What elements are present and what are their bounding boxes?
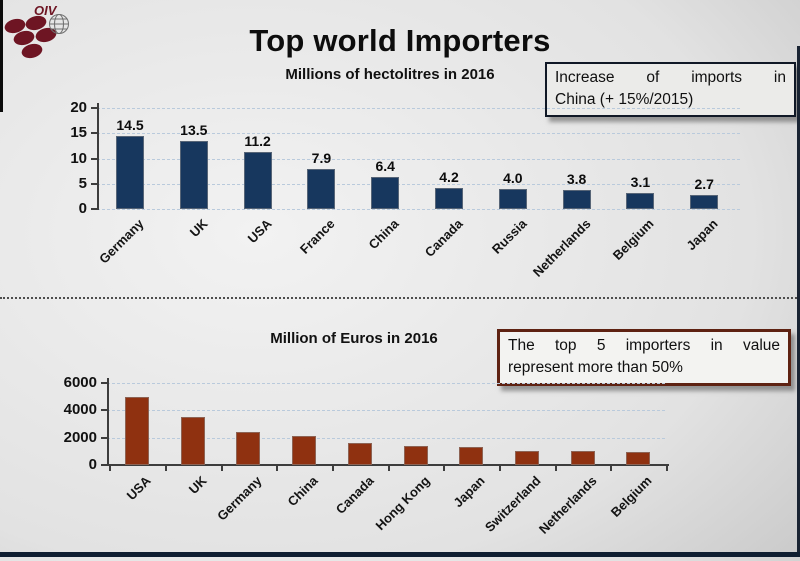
bar-value-label: 4.0 — [503, 170, 523, 186]
bar-germany — [236, 432, 261, 465]
chart-value-title: Million of Euros in 2016 — [270, 330, 438, 347]
y-axis-label: 4000 — [63, 401, 97, 419]
right-edge-strip — [797, 46, 800, 557]
y-axis-label: 10 — [70, 149, 87, 167]
volume-note-line-2: China (+ 15%/2015) — [555, 91, 694, 108]
bar-canada — [435, 188, 463, 209]
gridline — [107, 410, 667, 412]
gridline — [97, 108, 740, 109]
bar-china — [292, 436, 317, 465]
x-axis-tick — [554, 465, 557, 471]
bar-value-label: 3.8 — [566, 171, 587, 187]
y-axis-label: 2000 — [63, 428, 97, 446]
bar-value-label: 3.1 — [630, 174, 651, 190]
bar-germany — [116, 136, 144, 209]
globe-icon — [49, 14, 69, 34]
volume-note-line-1: Increase of imports in — [555, 69, 786, 86]
y-axis-tick — [101, 409, 107, 412]
bar-netherlands — [562, 190, 591, 209]
gridline — [97, 209, 740, 210]
y-axis-label: 15 — [70, 124, 87, 142]
chart-volume: 0 5 10 15 20 14.5 Germany 13.5 UK 11.2 USA 7.9 Franc… — [70, 99, 740, 280]
chart-volume-title: Millions of hectolitres in 2016 — [285, 66, 495, 83]
y-axis-tick — [91, 107, 97, 109]
page-title: Top world Importers — [249, 22, 551, 58]
bar-value-label: 4.2 — [439, 169, 459, 185]
x-axis-tick — [387, 465, 390, 471]
bar-japan — [459, 447, 484, 465]
oiv-logo: OIV — [4, 3, 69, 59]
grapes-icon — [4, 15, 57, 59]
x-axis-tick — [109, 465, 112, 471]
x-axis-tick — [666, 465, 669, 471]
y-axis-tick — [91, 208, 97, 210]
bar-france — [307, 169, 336, 209]
y-axis-label: 5 — [78, 174, 87, 192]
bar-value-label: 6.4 — [375, 158, 395, 174]
y-axis-line — [107, 378, 109, 466]
gridline — [97, 183, 740, 185]
bar-value-label: 7.9 — [311, 150, 332, 166]
volume-note-box: Increase of imports in China (+ 15%/2015… — [545, 62, 796, 117]
section-divider — [0, 297, 800, 299]
x-axis-tick — [499, 465, 502, 471]
oiv-logo-text: OIV — [34, 3, 58, 18]
x-axis-tick — [331, 465, 334, 471]
gridline — [107, 437, 667, 439]
bar-switzerland — [514, 451, 539, 465]
gridline — [97, 133, 740, 135]
bar-japan — [690, 195, 719, 209]
left-edge-strip — [0, 0, 3, 112]
bar-russia — [498, 189, 527, 209]
x-axis-tick — [220, 465, 223, 471]
bar-value-label: 14.5 — [116, 117, 144, 133]
bar-uk — [179, 141, 208, 209]
y-axis-label: 6000 — [63, 374, 97, 391]
y-axis-label: 20 — [70, 99, 87, 116]
y-axis-tick — [101, 382, 107, 384]
x-axis-tick — [276, 465, 279, 471]
y-axis-label: 0 — [78, 200, 87, 217]
y-axis-label: 0 — [88, 456, 97, 473]
bar-value-label: 13.5 — [180, 122, 208, 138]
x-axis-tick — [443, 465, 446, 471]
y-axis-tick — [91, 182, 97, 185]
gridline — [97, 158, 740, 160]
value-note-line-1: The top 5 importers in value — [508, 337, 780, 354]
value-note-box: The top 5 importers in value represent m… — [497, 329, 791, 386]
bar-value-label: 2.7 — [694, 176, 714, 192]
bar-netherlands — [570, 451, 595, 465]
bar-china — [371, 177, 400, 209]
gridline — [107, 383, 667, 384]
y-axis-tick — [101, 464, 107, 466]
bar-canada — [347, 443, 372, 465]
y-axis-tick — [101, 436, 107, 439]
bar-uk — [180, 417, 205, 465]
x-axis-tick — [164, 465, 167, 471]
y-axis-tick — [91, 132, 97, 135]
value-note-line-2: represent more than 50% — [508, 359, 683, 376]
y-axis-line — [97, 103, 99, 210]
bar-usa — [243, 152, 272, 209]
bar-belgium — [626, 193, 655, 209]
bar-value-label: 11.2 — [244, 133, 271, 149]
bar-belgium — [626, 452, 651, 465]
x-axis-tick — [610, 465, 613, 471]
bar-usa — [125, 397, 149, 465]
bar-hong-kong — [403, 446, 428, 465]
y-axis-tick — [91, 157, 97, 160]
bottom-edge-strip — [0, 552, 800, 557]
